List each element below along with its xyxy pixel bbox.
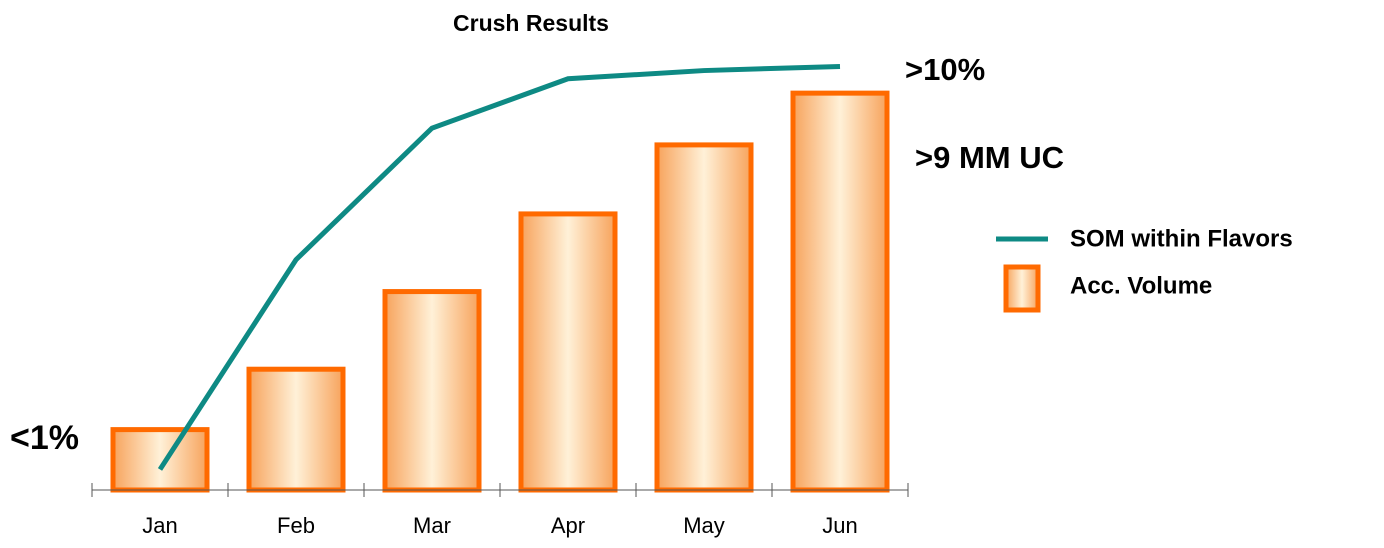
annotation: >9 MM UC bbox=[915, 140, 1064, 175]
x-tick-label: Feb bbox=[277, 513, 315, 538]
x-tick-label: Jun bbox=[822, 513, 857, 538]
x-tick-label: Apr bbox=[551, 513, 585, 538]
x-tick-label: Jan bbox=[142, 513, 177, 538]
bar bbox=[110, 427, 210, 493]
annotation: >10% bbox=[905, 52, 985, 87]
bar bbox=[246, 366, 346, 493]
x-tick-label: May bbox=[683, 513, 725, 538]
bar bbox=[518, 211, 618, 493]
bar bbox=[654, 142, 754, 493]
line bbox=[157, 63, 841, 471]
legend-label: SOM within Flavors bbox=[1070, 225, 1293, 252]
x-tick-label: Mar bbox=[413, 513, 451, 538]
legend-label: Acc. Volume bbox=[1070, 272, 1212, 299]
legend-swatch bbox=[1003, 264, 1041, 313]
bar bbox=[790, 90, 890, 493]
chart-title: Crush Results bbox=[453, 10, 609, 36]
annotation: <1% bbox=[10, 419, 79, 457]
bar bbox=[382, 289, 482, 493]
